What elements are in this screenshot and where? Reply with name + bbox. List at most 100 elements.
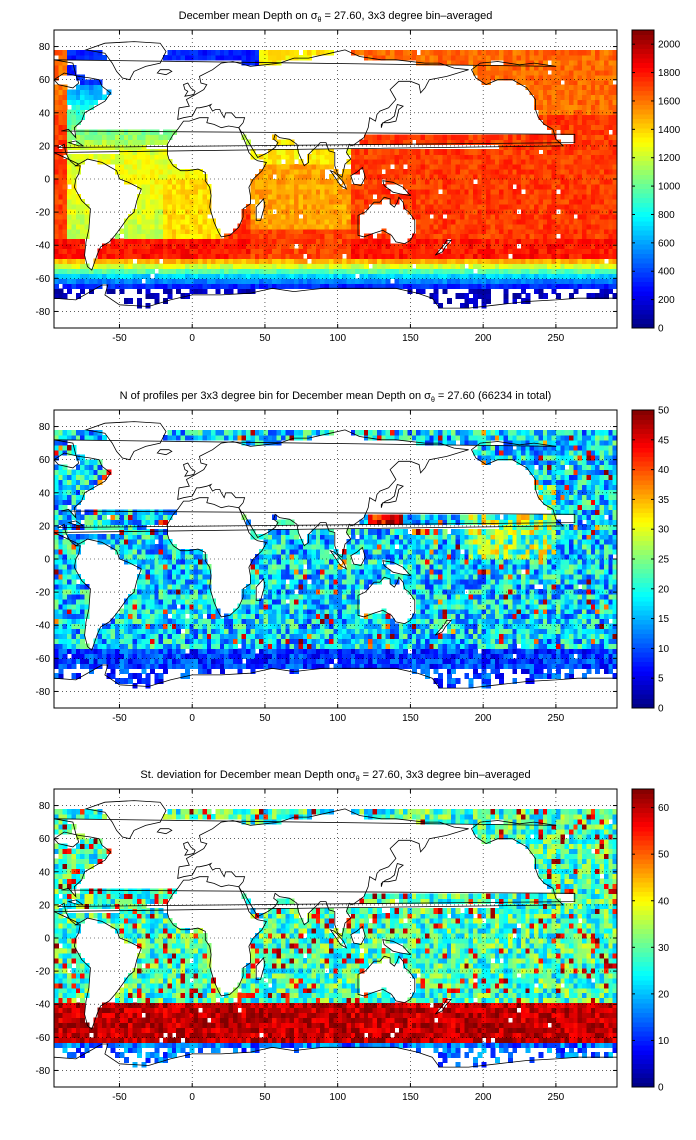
data-cell: [136, 268, 142, 274]
data-cell: [455, 198, 461, 205]
data-cell: [564, 648, 570, 654]
data-cell: [167, 238, 173, 245]
data-cell: [123, 233, 129, 240]
data-cell: [211, 223, 217, 230]
data-cell: [58, 49, 64, 56]
data-cell: [481, 273, 487, 279]
data-cell: [568, 203, 574, 210]
data-cell: [490, 203, 496, 210]
data-cell: [198, 188, 203, 195]
data-cell: [490, 188, 496, 195]
data-cell: [376, 243, 382, 250]
data-cell: [599, 134, 605, 140]
data-cell: [573, 179, 579, 185]
data-cell: [315, 663, 321, 669]
data-cell: [289, 263, 295, 269]
colorbar-tick-label: 1600: [658, 96, 681, 107]
data-cell: [451, 263, 457, 269]
data-cell: [350, 49, 356, 56]
data-cell: [490, 653, 496, 659]
data-cell: [603, 658, 609, 664]
data-cell: [189, 179, 195, 185]
data-cell: [433, 193, 439, 200]
data-cell: [608, 258, 614, 265]
data-cell: [171, 248, 177, 255]
data-cell: [481, 69, 487, 76]
data-cell: [595, 183, 601, 190]
data-cell: [486, 54, 492, 61]
data-cell: [328, 203, 334, 210]
data-cell: [176, 208, 182, 215]
data-cell: [376, 233, 382, 240]
data-cell: [547, 243, 553, 250]
data-cell: [612, 104, 617, 111]
data-cell: [119, 134, 125, 140]
data-cell: [359, 49, 365, 56]
data-cell: [184, 243, 190, 250]
data-cell: [54, 188, 59, 195]
data-cell: [54, 114, 59, 120]
data-cell: [167, 188, 173, 195]
data-cell: [468, 238, 474, 245]
data-cell: [429, 179, 435, 185]
data-cell: [198, 288, 203, 294]
data-cell: [451, 179, 457, 185]
data-cell: [106, 278, 112, 284]
data-cell: [442, 149, 448, 155]
data-cell: [88, 54, 94, 61]
data-cell: [381, 248, 387, 255]
data-cell: [132, 653, 138, 659]
data-cell: [573, 263, 579, 269]
data-cell: [80, 648, 86, 654]
data-cell: [123, 129, 129, 135]
data-cell: [110, 263, 116, 269]
data-cell: [320, 648, 326, 654]
data-cell: [307, 228, 313, 235]
data-cell: [355, 278, 361, 284]
data-cell: [516, 263, 522, 269]
data-cell: [285, 253, 291, 260]
data-cell: [324, 164, 330, 170]
data-cell: [529, 253, 535, 260]
data-cell: [464, 139, 470, 145]
data-cell: [193, 288, 199, 294]
data-cell: [228, 248, 234, 255]
data-cell: [62, 169, 68, 175]
data-cell: [311, 258, 317, 265]
data-cell: [150, 248, 155, 255]
data-cell: [80, 84, 86, 91]
data-cell: [88, 79, 94, 86]
data-cell: [429, 243, 435, 250]
data-cell: [573, 223, 579, 230]
data-cell: [75, 134, 81, 140]
data-cell: [150, 263, 155, 269]
data-cell: [512, 283, 518, 289]
data-cell: [416, 154, 422, 160]
data-cell: [551, 154, 557, 160]
data-cell: [67, 218, 73, 225]
data-cell: [171, 198, 177, 205]
data-cell: [193, 238, 199, 245]
data-cell: [176, 243, 182, 250]
data-cell: [555, 218, 561, 225]
data-cell: [141, 188, 147, 195]
data-cell: [320, 198, 326, 205]
data-cell: [438, 678, 444, 684]
data-cell: [438, 303, 444, 309]
data-cell: [429, 159, 435, 165]
data-cell: [547, 144, 553, 150]
data-cell: [67, 223, 73, 230]
data-cell: [241, 248, 247, 255]
data-cell: [503, 159, 509, 165]
data-cell: [180, 188, 186, 195]
data-cell: [468, 193, 474, 200]
data-cell: [403, 154, 409, 160]
data-cell: [54, 223, 59, 230]
data-cell: [525, 293, 531, 299]
data-cell: [385, 263, 391, 269]
data-cell: [250, 54, 256, 61]
data-cell: [599, 124, 605, 130]
data-cell: [438, 233, 444, 240]
coastline-newGuinea: [382, 180, 412, 197]
data-cell: [525, 169, 531, 175]
